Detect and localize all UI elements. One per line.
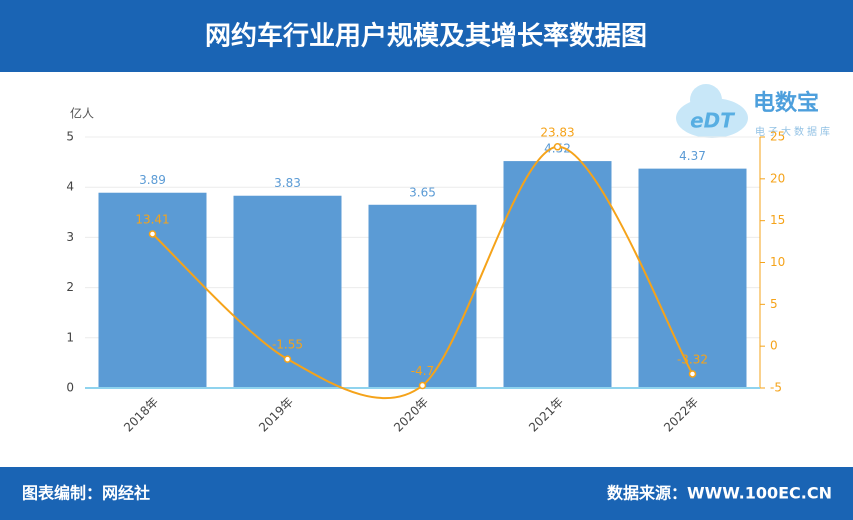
y2-tick-label: 25 <box>770 130 785 144</box>
y2-tick-label: 15 <box>770 213 785 227</box>
bar <box>503 161 612 388</box>
line-value-label: 23.83 <box>540 125 574 139</box>
y-tick-label: 2 <box>66 280 74 294</box>
footer-bar <box>0 467 853 520</box>
logo: eDT 电数宝 电子大数据库 <box>676 84 833 138</box>
logo-badge: eDT <box>690 109 735 133</box>
footer-right: 数据来源：WWW.100EC.CN <box>607 484 832 503</box>
y-tick-label: 0 <box>66 381 74 395</box>
y-tick-label: 1 <box>66 330 74 344</box>
line-point <box>418 381 427 390</box>
line-value-label: 13.41 <box>135 212 169 226</box>
y2-tick-label: 20 <box>770 171 785 185</box>
bar <box>638 168 747 388</box>
line <box>151 145 694 400</box>
line-point <box>148 230 157 238</box>
page-title: 网约车行业用户规模及其增长率数据图 <box>205 21 647 52</box>
bar <box>368 204 477 388</box>
y2-tick-label: 5 <box>770 297 778 311</box>
line-point <box>553 143 562 151</box>
y2-tick-label: -5 <box>770 381 782 395</box>
line-value-label: -4.7 <box>411 364 434 378</box>
logo-cloud <box>690 84 722 116</box>
line-value-label: -3.32 <box>677 352 708 366</box>
y-tick-label: 5 <box>66 130 74 144</box>
bar-value-label: 4.37 <box>679 149 706 163</box>
y-axis-label: 亿人 <box>70 106 94 121</box>
footer-left: 图表编制：网经社 <box>22 484 150 503</box>
y-tick-label: 3 <box>66 230 74 244</box>
header-bar <box>0 0 853 72</box>
y2-tick-label: 10 <box>770 255 785 269</box>
line-point <box>688 370 697 378</box>
bar-value-label: 3.89 <box>139 173 166 187</box>
logo-name: 电数宝 <box>753 90 819 116</box>
y2-tick-label: 0 <box>770 339 778 353</box>
line-point <box>283 355 292 363</box>
line-value-label: -1.55 <box>272 338 303 352</box>
y-tick-label: 4 <box>66 180 74 194</box>
bar <box>98 192 207 388</box>
logo-sub: 电子大数据库 <box>755 125 833 138</box>
bar-value-label: 3.65 <box>409 185 436 199</box>
bar-value-label: 3.83 <box>274 176 301 190</box>
